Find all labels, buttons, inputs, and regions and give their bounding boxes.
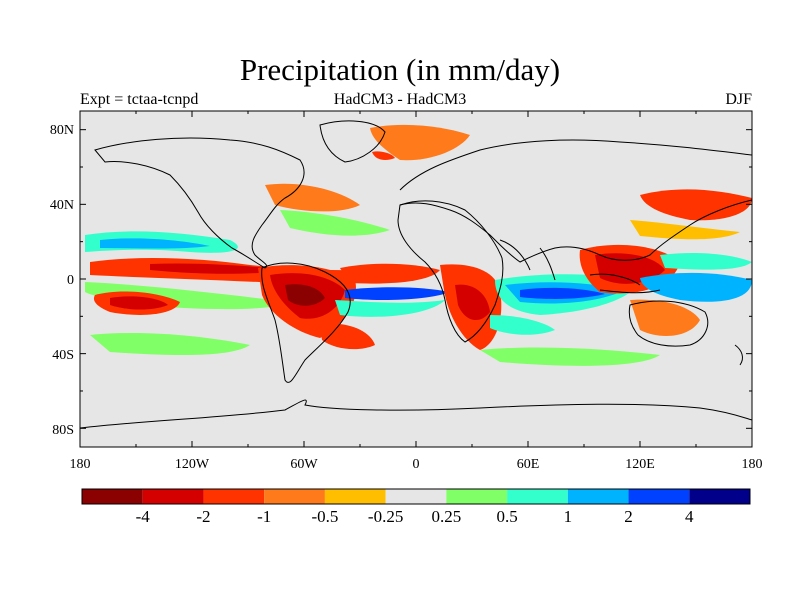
anomaly-region	[630, 299, 700, 336]
anomaly-region	[490, 315, 555, 335]
anomaly-region	[90, 333, 250, 356]
colorbar-swatch	[264, 489, 325, 504]
anomaly-region	[110, 296, 168, 310]
colorbar-label: -2	[196, 507, 210, 526]
coastline-antarctica	[80, 399, 752, 429]
lat-tick-label: 80S	[52, 423, 74, 438]
coastline-south-asia	[499, 239, 556, 281]
coastlines	[80, 120, 752, 429]
colorbar-label: 1	[564, 507, 573, 526]
lon-tick-label: 60E	[517, 457, 540, 472]
season-label: DJF	[725, 91, 752, 108]
anomaly-region	[660, 252, 752, 270]
coastline-new-zealand	[734, 344, 743, 366]
longitude-labels: 180 120W 60W 0 60E 120E 180	[70, 457, 763, 472]
anomaly-region	[630, 220, 740, 240]
lat-tick-label: 80N	[50, 123, 74, 138]
lat-tick-label: 0	[67, 273, 74, 288]
experiment-label: Expt = tctaa-tcnpd	[80, 91, 199, 108]
anomaly-region	[150, 263, 290, 274]
anomaly-region	[100, 238, 210, 249]
coastline-australia	[628, 300, 709, 347]
colorbar-label: -1	[257, 507, 271, 526]
anomaly-region	[520, 287, 605, 299]
lat-tick-label: 40N	[50, 198, 74, 213]
colorbar-swatch	[324, 489, 386, 504]
anomaly-region	[640, 189, 752, 221]
anomaly-region	[340, 263, 440, 284]
colorbar-label: 2	[624, 507, 633, 526]
coastline-indonesia	[589, 273, 661, 294]
anomaly-region	[335, 300, 445, 317]
colorbar-label: -0.25	[368, 507, 403, 526]
colorbar-label: -4	[136, 507, 151, 526]
anomaly-region	[265, 183, 360, 212]
colorbar-swatch	[507, 489, 568, 504]
model-label: HadCM3 - HadCM3	[333, 91, 467, 108]
lon-tick-label: 60W	[290, 457, 318, 472]
colorbar-swatch	[628, 489, 690, 504]
lon-tick-label: 120E	[625, 457, 655, 472]
anomaly-region	[595, 253, 665, 284]
colorbar-swatch	[567, 489, 629, 504]
axis-ticks	[79, 111, 753, 447]
anomaly-region	[370, 124, 470, 161]
precipitation-anomaly-field	[85, 124, 752, 366]
colorbar	[81, 488, 751, 505]
colorbar-label: 0.5	[496, 507, 517, 526]
coastline-greenland	[319, 120, 386, 163]
colorbar-swatch	[82, 489, 143, 504]
colorbar-frame	[81, 488, 751, 505]
anomaly-region	[640, 272, 752, 302]
coastline-north-america	[94, 137, 305, 269]
anomaly-region	[480, 347, 660, 366]
colorbar-label: -0.5	[311, 507, 338, 526]
colorbar-labels: -4 -2 -1 -0.5 -0.25 0.25 0.5 1 2 4	[136, 507, 694, 526]
latitude-labels: 80N 40N 0 40S 80S	[50, 123, 74, 438]
lat-tick-label: 40S	[52, 348, 74, 363]
anomaly-region	[345, 287, 450, 300]
coastline-south-america	[261, 262, 351, 383]
colorbar-swatch	[446, 489, 508, 504]
colorbar-swatch	[385, 489, 447, 504]
anomaly-region	[455, 284, 490, 321]
colorbar-swatch	[142, 489, 204, 504]
lon-tick-label: 120W	[175, 457, 210, 472]
colorbar-swatch	[689, 489, 750, 504]
anomaly-region	[280, 210, 390, 236]
coastline-eurasia	[399, 139, 752, 263]
anomaly-region	[372, 151, 395, 160]
anomaly-region	[285, 284, 325, 306]
lon-tick-label: 180	[742, 457, 763, 472]
lon-tick-label: 180	[70, 457, 91, 472]
colorbar-swatch	[203, 489, 265, 504]
anomaly-region	[320, 323, 375, 350]
colorbar-label: 4	[685, 507, 694, 526]
colorbar-label: 0.25	[431, 507, 461, 526]
map-title: Precipitation (in mm/day)	[239, 52, 561, 87]
lon-tick-label: 0	[413, 457, 420, 472]
coastline-africa	[397, 200, 504, 343]
